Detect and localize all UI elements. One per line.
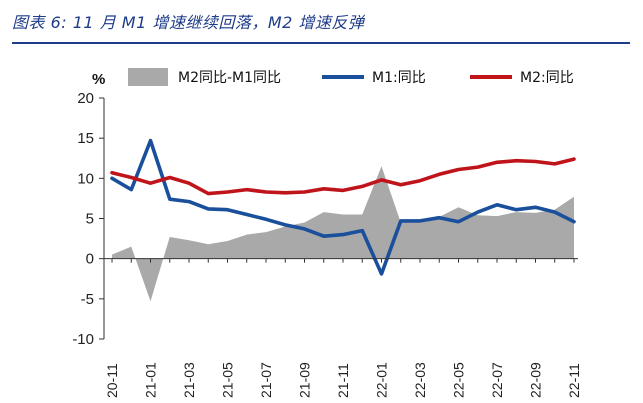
x-tick-label: 22-11 [566, 363, 582, 398]
y-tick-label: 10 [77, 170, 94, 187]
y-unit-label: % [92, 71, 105, 88]
y-tick-label: 20 [77, 90, 94, 107]
legend-label: M2同比-M1同比 [178, 70, 281, 86]
x-tick-label: 22-09 [528, 362, 544, 398]
x-tick-label: 20-11 [104, 363, 120, 398]
legend-swatch-diff [128, 68, 168, 86]
figure-header: 图表 6: 11 月 M1 增速继续回落，M2 增速反弹 [0, 0, 643, 44]
y-tick-label: 5 [86, 211, 94, 228]
title-underline [12, 42, 630, 44]
x-tick-label: 21-07 [258, 362, 274, 398]
x-tick-label: 21-11 [335, 363, 351, 398]
axes-layer: -10 -5 0 5 10 15 20 20-11 21-01 21-03 21-05 21-07 21… [72, 90, 582, 398]
y-tick-label: -5 [81, 291, 94, 308]
x-tick-label: 22-05 [451, 362, 467, 398]
y-tick-label: -10 [72, 331, 94, 348]
y-tick-label: 0 [86, 251, 94, 268]
series-m1-line [110, 138, 576, 276]
y-tick-label: 15 [77, 130, 94, 147]
figure-title: 图表 6: 11 月 M1 增速继续回落，M2 增速反弹 [12, 13, 365, 32]
x-tick-label: 21-03 [181, 362, 197, 398]
x-tick-label: 21-05 [220, 362, 236, 398]
x-tick-label: 21-09 [297, 362, 313, 398]
x-tick-label: 22-01 [374, 362, 390, 398]
x-tick-label: 22-03 [412, 362, 428, 398]
legend: M2同比-M1同比 M1:同比 M2:同比 [128, 68, 574, 86]
lines-layer [110, 138, 576, 276]
x-tick-label: 21-01 [143, 362, 159, 398]
series-m2-line [110, 157, 576, 196]
legend-label: M1:同比 [372, 70, 426, 86]
x-tick-label: 22-07 [489, 362, 505, 398]
legend-label: M2:同比 [520, 70, 574, 86]
